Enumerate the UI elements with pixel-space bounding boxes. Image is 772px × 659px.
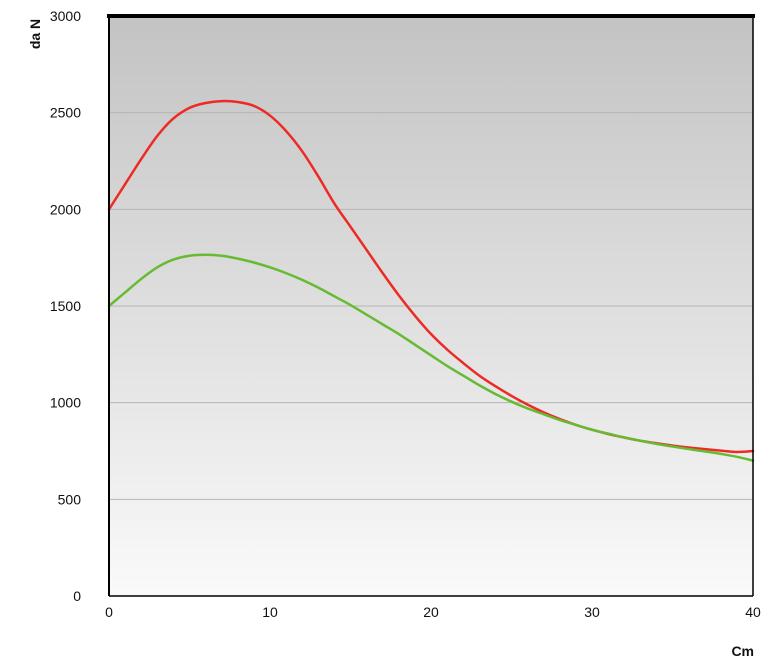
series-group	[107, 99, 755, 462]
y-tick-label-1500: 1500	[50, 298, 81, 314]
y-tick-labels: 0 500 1000 1500 2000 2500 3000	[50, 8, 81, 604]
y-tick-label-2000: 2000	[50, 201, 81, 217]
x-tick-label-40: 40	[745, 604, 761, 620]
y-tick-label-3000: 3000	[50, 8, 81, 24]
y-tick-label-2500: 2500	[50, 105, 81, 121]
x-tick-labels: 0 10 20 30 40	[105, 604, 761, 620]
gridlines	[109, 112, 753, 500]
x-tick-label-10: 10	[262, 604, 278, 620]
x-tick-label-30: 30	[584, 604, 600, 620]
x-axis-title: Cm	[731, 643, 754, 659]
y-tick-label-1000: 1000	[50, 395, 81, 411]
x-tick-label-0: 0	[105, 604, 113, 620]
series-line-2	[107, 253, 755, 462]
y-tick-label-0: 0	[73, 588, 81, 604]
y-tick-label-500: 500	[58, 491, 82, 507]
y-axis-title: da N	[27, 19, 43, 49]
x-tick-label-20: 20	[423, 604, 439, 620]
